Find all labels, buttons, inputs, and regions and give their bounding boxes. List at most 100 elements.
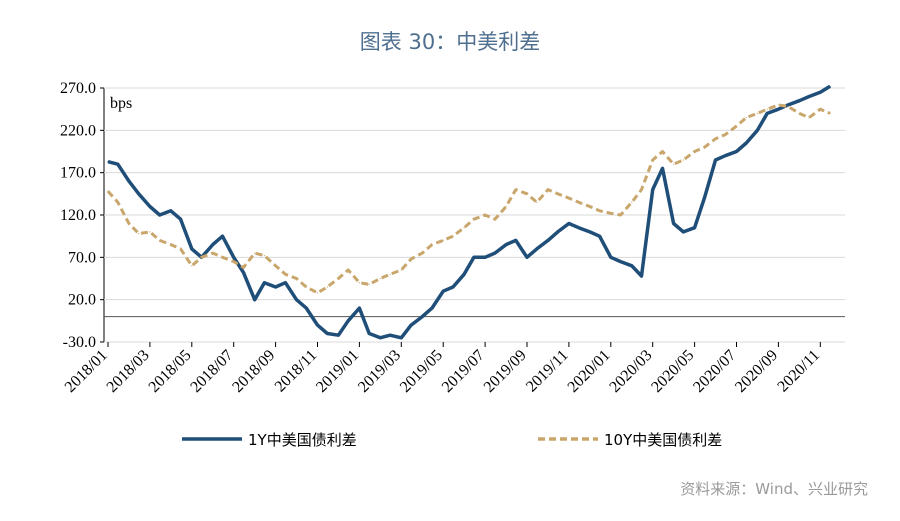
- y-tick-label: 170.0: [60, 165, 96, 182]
- data-point-10y: [819, 108, 821, 110]
- data-point-10y: [180, 248, 182, 250]
- data-point-10y: [589, 205, 591, 208]
- data-point-10y: [766, 108, 768, 110]
- data-point-10y: [107, 190, 109, 192]
- data-point-1y: [128, 180, 130, 182]
- data-point-1y: [735, 150, 738, 153]
- data-point-10y: [421, 252, 423, 254]
- data-point-10y: [233, 261, 235, 263]
- series-line-10y: [106, 103, 831, 295]
- data-point-1y: [358, 307, 360, 309]
- data-point-1y: [673, 222, 675, 225]
- data-point-1y: [221, 235, 224, 237]
- data-point-1y: [410, 324, 412, 326]
- data-point-1y: [652, 189, 654, 191]
- data-point-1y: [484, 256, 486, 258]
- x-tick-label: 2019/03: [355, 347, 404, 396]
- data-point-10y: [578, 201, 580, 203]
- data-point-1y: [337, 334, 339, 336]
- data-point-1y: [389, 334, 391, 336]
- data-point-1y: [589, 231, 591, 233]
- data-point-10y: [368, 283, 370, 285]
- x-tick-label: 2019/07: [439, 347, 488, 396]
- data-point-10y: [536, 201, 538, 203]
- data-point-1y: [326, 332, 328, 335]
- data-point-1y: [578, 227, 580, 229]
- data-point-1y: [745, 142, 747, 144]
- data-point-1y: [714, 159, 717, 161]
- data-point-10y: [201, 256, 203, 258]
- data-point-1y: [107, 161, 109, 163]
- y-tick-label: 70.0: [68, 249, 96, 266]
- data-point-1y: [756, 129, 759, 131]
- y-tick-label: 220.0: [60, 122, 96, 139]
- data-point-1y: [305, 307, 307, 309]
- data-point-1y: [170, 210, 172, 212]
- data-point-1y: [242, 272, 245, 274]
- data-point-1y: [180, 218, 182, 220]
- data-point-10y: [326, 286, 328, 288]
- data-point-1y: [819, 91, 821, 93]
- data-point-10y: [305, 286, 307, 288]
- data-point-10y: [379, 277, 381, 280]
- legend-label-1y: 1Y中美国债利差: [248, 431, 357, 449]
- data-point-1y: [610, 256, 612, 258]
- data-point-10y: [170, 244, 172, 246]
- data-point-10y: [128, 222, 130, 225]
- data-point-10y: [640, 189, 643, 191]
- data-point-1y: [724, 155, 726, 157]
- data-point-10y: [263, 255, 265, 257]
- data-point-1y: [117, 163, 119, 165]
- x-tick-label: 2020/07: [690, 347, 739, 396]
- data-point-10y: [389, 273, 391, 275]
- data-point-1y: [347, 320, 349, 322]
- data-point-10y: [756, 112, 759, 114]
- x-tick-label: 2019/01: [313, 347, 362, 396]
- y-unit-label: bps: [110, 95, 132, 112]
- data-point-10y: [275, 265, 277, 267]
- data-point-1y: [431, 307, 433, 309]
- y-tick-label: 120.0: [60, 207, 96, 224]
- legend: 1Y中美国债利差 10Y中美国债利差: [182, 431, 722, 449]
- data-point-10y: [191, 265, 193, 267]
- data-point-10y: [694, 150, 696, 153]
- data-point-1y: [526, 256, 528, 258]
- data-point-1y: [379, 337, 381, 339]
- data-point-10y: [284, 273, 286, 275]
- data-point-10y: [547, 189, 549, 191]
- x-tick-label: 2019/11: [523, 347, 572, 396]
- data-point-10y: [682, 159, 685, 161]
- data-point-1y: [787, 104, 789, 106]
- data-point-10y: [221, 256, 224, 258]
- x-tick-label: 2020/01: [565, 347, 614, 396]
- data-point-10y: [610, 212, 612, 214]
- data-point-1y: [275, 286, 277, 288]
- data-point-10y: [358, 282, 360, 284]
- data-point-10y: [620, 214, 622, 216]
- data-point-1y: [191, 248, 193, 250]
- data-point-1y: [599, 235, 601, 237]
- data-point-10y: [703, 146, 706, 148]
- series-line-1y: [107, 84, 832, 340]
- data-point-1y: [505, 244, 507, 246]
- data-point-10y: [159, 239, 161, 241]
- source-note: 资料来源：Wind、兴业研究: [680, 480, 868, 498]
- x-tick-label: 2018/01: [62, 347, 111, 396]
- data-point-10y: [242, 266, 245, 269]
- data-point-10y: [410, 258, 412, 260]
- data-point-1y: [400, 337, 402, 339]
- legend-label-10y: 10Y中美国债利差: [604, 431, 722, 449]
- data-point-10y: [484, 214, 486, 216]
- y-tick-label: 20.0: [68, 292, 96, 309]
- x-tick-label: 2019/05: [397, 347, 446, 396]
- data-point-1y: [547, 239, 549, 241]
- data-point-1y: [620, 261, 622, 263]
- data-point-10y: [557, 193, 559, 195]
- data-point-10y: [400, 269, 402, 271]
- x-tick-label: 2018/03: [104, 347, 153, 396]
- data-point-1y: [295, 299, 298, 301]
- data-point-1y: [494, 252, 496, 254]
- data-point-10y: [494, 218, 496, 220]
- x-tick-label: 2020/09: [732, 347, 781, 396]
- data-point-10y: [673, 163, 675, 165]
